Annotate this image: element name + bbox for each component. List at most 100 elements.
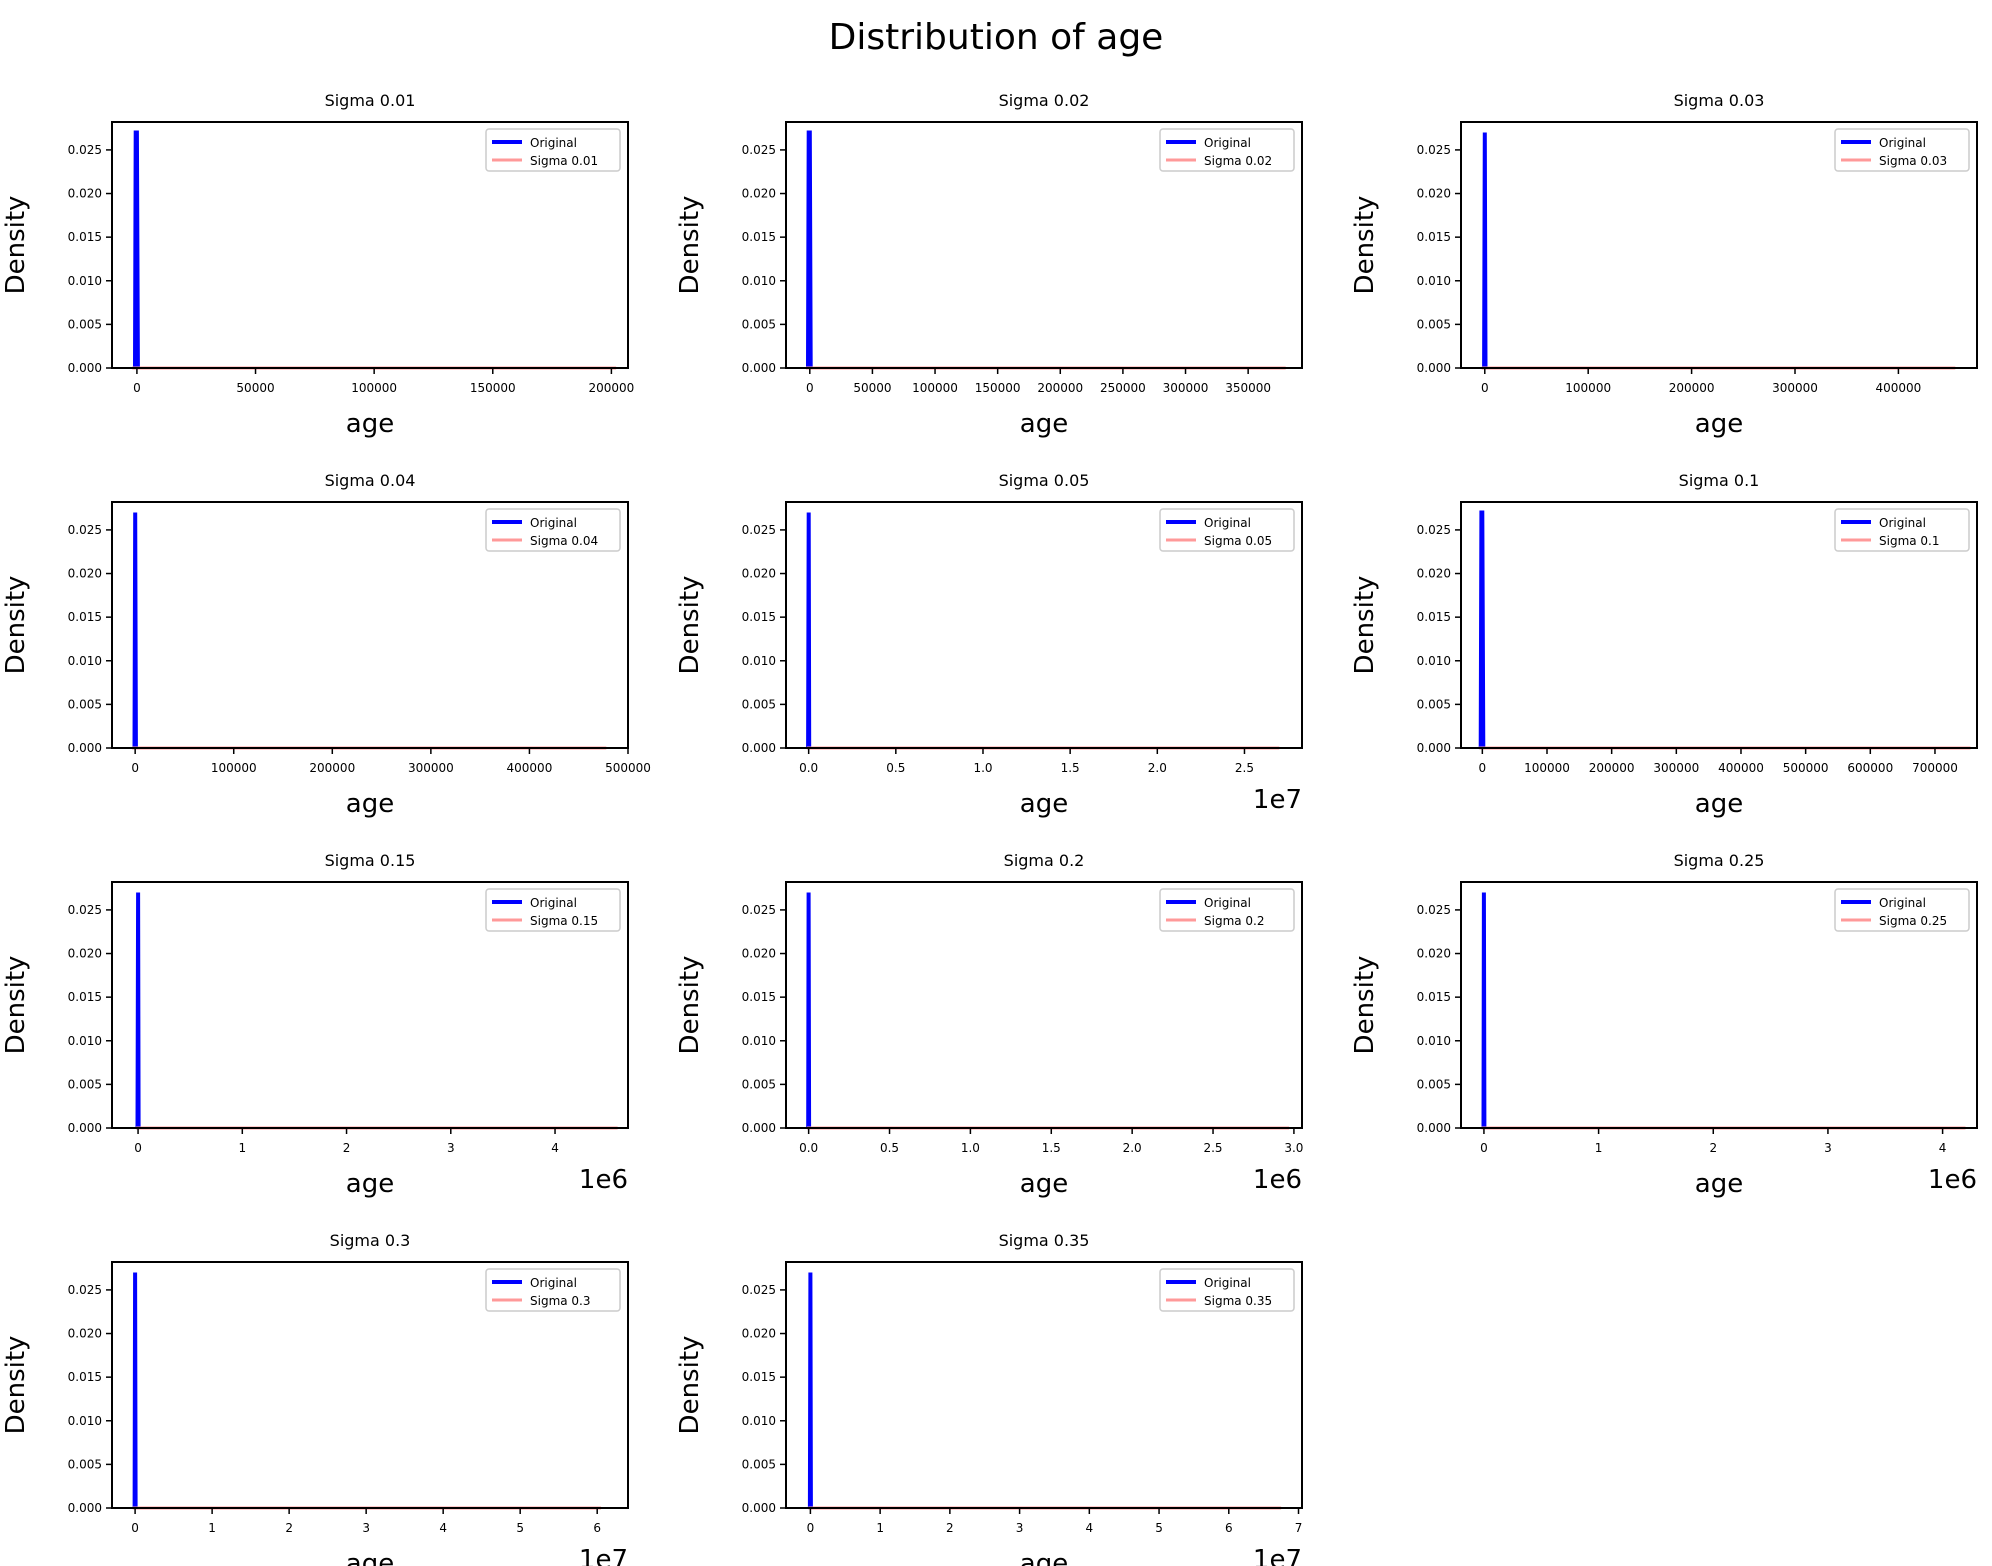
legend-label: Sigma 0.01 (530, 154, 598, 168)
subplot-title: Sigma 0.01 (325, 91, 416, 110)
x-axis-offset-label: 1e7 (579, 1545, 628, 1566)
x-axis-label: age (346, 789, 394, 819)
x-tick-label: 200000 (1037, 381, 1083, 395)
subplot-title: Sigma 0.35 (999, 1231, 1090, 1250)
y-axis-label: Density (1, 196, 31, 295)
y-tick-label: 0.020 (742, 1327, 776, 1341)
x-tick-label: 1 (876, 1521, 884, 1535)
axes-frame (785, 121, 1303, 369)
y-tick-label: 0.015 (68, 610, 102, 624)
x-tick-label: 350000 (1225, 381, 1271, 395)
y-tick-label: 0.000 (742, 741, 776, 755)
x-tick-label: 2.0 (1123, 1141, 1142, 1155)
x-tick-label: 300000 (1653, 761, 1699, 775)
legend-label: Original (530, 896, 577, 910)
legend-label: Original (1204, 136, 1251, 150)
y-axis-label: Density (675, 196, 705, 295)
x-tick-label: 50000 (236, 381, 274, 395)
y-tick-label: 0.010 (1417, 1034, 1451, 1048)
x-tick-label: 100000 (1565, 381, 1611, 395)
y-axis-label: Density (675, 576, 705, 675)
axes-frame (1460, 501, 1978, 749)
y-tick-label: 0.025 (1417, 523, 1451, 537)
subplot-title: Sigma 0.2 (1004, 851, 1085, 870)
x-tick-label: 2 (1709, 1141, 1717, 1155)
y-tick-label: 0.010 (742, 1034, 776, 1048)
subplot-4: 0.000 0.005 0.010 0.015 0.020 0.025 0 100000 200… (1, 471, 651, 819)
y-tick-label: 0.000 (1417, 1121, 1451, 1135)
legend-label: Sigma 0.05 (1204, 534, 1272, 548)
x-tick-label: 0 (1480, 1141, 1488, 1155)
y-tick-label: 0.000 (68, 361, 102, 375)
axes-frame (111, 501, 629, 749)
y-tick-label: 0.015 (1417, 990, 1451, 1004)
subplot-title: Sigma 0.25 (1674, 851, 1765, 870)
x-axis-label: age (1695, 409, 1743, 439)
y-tick-label: 0.005 (742, 697, 776, 711)
x-tick-label: 1.5 (1042, 1141, 1061, 1155)
x-tick-label: 0 (133, 381, 141, 395)
x-tick-label: 200000 (588, 381, 634, 395)
y-tick-label: 0.005 (742, 1077, 776, 1091)
x-tick-label: 0.0 (799, 761, 818, 775)
y-tick-label: 0.025 (68, 523, 102, 537)
subplot-title: Sigma 0.02 (999, 91, 1090, 110)
legend: Original Sigma 0.02 (1159, 128, 1295, 172)
y-tick-label: 0.000 (1417, 741, 1451, 755)
x-axis-label: age (346, 1549, 394, 1566)
legend: Original Sigma 0.35 (1159, 1268, 1295, 1312)
series-line-original (132, 1272, 138, 1509)
axes-frame (111, 121, 629, 369)
x-tick-label: 7 (1295, 1521, 1303, 1535)
y-tick-label: 0.020 (68, 1327, 102, 1341)
y-tick-label: 0.005 (1417, 697, 1451, 711)
x-tick-label: 0 (806, 381, 814, 395)
y-tick-label: 0.015 (742, 230, 776, 244)
y-tick-label: 0.005 (742, 1457, 776, 1471)
y-tick-label: 0.000 (742, 1121, 776, 1135)
legend: Original Sigma 0.03 (1834, 128, 1970, 172)
x-tick-label: 4 (439, 1521, 447, 1535)
subplot-11: 0.000 0.005 0.010 0.015 0.020 0.025 0 1 2 3 4 5 6 7 Si… (675, 1231, 1303, 1566)
y-tick-label: 0.005 (68, 1457, 102, 1471)
legend-label: Original (1204, 1276, 1251, 1290)
x-tick-label: 150000 (470, 381, 516, 395)
legend-label: Original (530, 136, 577, 150)
axes-frame (1460, 881, 1978, 1129)
series-line-original (806, 892, 812, 1129)
legend: Original Sigma 0.15 (485, 888, 621, 932)
x-tick-label: 400000 (507, 761, 553, 775)
y-tick-label: 0.010 (68, 1414, 102, 1428)
y-tick-label: 0.020 (68, 187, 102, 201)
series-line-original (1478, 510, 1486, 749)
x-tick-label: 1 (1595, 1141, 1603, 1155)
legend-label: Sigma 0.02 (1204, 154, 1272, 168)
x-tick-label: 300000 (1163, 381, 1209, 395)
subplot-8: 0.000 0.005 0.010 0.015 0.020 0.025 0.0 0.5 1.0 1… (675, 851, 1303, 1199)
y-tick-label: 0.025 (742, 903, 776, 917)
x-tick-label: 4 (1939, 1141, 1947, 1155)
series-line-original (133, 130, 140, 369)
subplot-3: 0.000 0.005 0.010 0.015 0.020 0.025 0 100000 200… (1350, 91, 1978, 439)
subplot-title: Sigma 0.05 (999, 471, 1090, 490)
series-line-original (806, 130, 813, 369)
y-tick-label: 0.005 (742, 317, 776, 331)
x-tick-label: 0.5 (880, 1141, 899, 1155)
x-tick-label: 150000 (975, 381, 1021, 395)
x-axis-offset-label: 1e7 (1253, 1545, 1302, 1566)
legend-label: Sigma 0.2 (1204, 914, 1265, 928)
x-tick-label: 300000 (408, 761, 454, 775)
x-tick-label: 2 (285, 1521, 293, 1535)
y-tick-label: 0.010 (742, 274, 776, 288)
x-tick-label: 0.0 (799, 1141, 818, 1155)
y-tick-label: 0.020 (742, 567, 776, 581)
x-tick-label: 0 (1481, 381, 1489, 395)
y-tick-label: 0.020 (68, 567, 102, 581)
x-tick-label: 5 (1155, 1521, 1163, 1535)
x-tick-label: 3 (362, 1521, 370, 1535)
legend: Original Sigma 0.04 (485, 508, 621, 552)
axes-frame (785, 501, 1303, 749)
x-tick-label: 700000 (1912, 761, 1958, 775)
subplot-10: 0.000 0.005 0.010 0.015 0.020 0.025 0 1 2 3 4 5 6 Sig… (1, 1231, 629, 1566)
